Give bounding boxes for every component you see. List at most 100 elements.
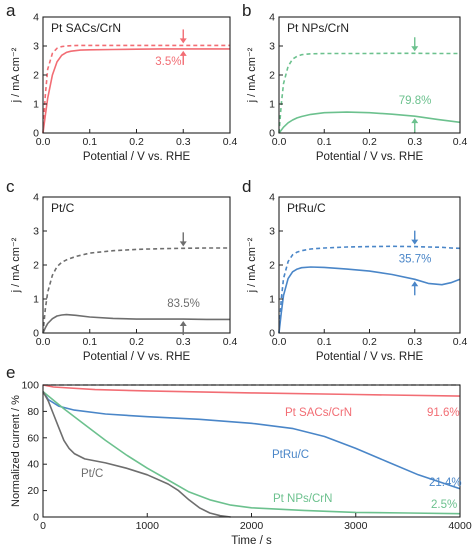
- x-axis-label: Potential / V vs. RHE: [316, 151, 424, 163]
- annotation-arrowhead: [411, 46, 419, 52]
- x-tick-label: 1000: [136, 520, 160, 532]
- y-tick-label: 1: [33, 99, 39, 111]
- annotation-arrowhead: [179, 50, 187, 56]
- panel-e: e 0 1000 2000 3000 4000 0 20 40 60 80 100 Time / s No…: [6, 363, 472, 547]
- series-line-2: [42, 390, 461, 515]
- annotation-label: 83.5%: [167, 298, 200, 310]
- y-axis-label: Normalized current / %: [10, 395, 22, 507]
- panel-title: Pt/C: [51, 201, 75, 215]
- y-tick-label: 2: [269, 260, 275, 272]
- y-axis-label: j / mA cm⁻²: [10, 47, 22, 103]
- series-line-solid: [278, 266, 461, 334]
- y-tick-label: 0: [269, 128, 275, 140]
- annotation-arrowhead: [179, 321, 187, 327]
- panel-letter: b: [242, 1, 251, 20]
- y-axis-label: j / mA cm⁻²: [10, 237, 22, 293]
- panel-title: PtRu/C: [287, 201, 326, 215]
- panel-title: Pt SACs/CrN: [51, 21, 121, 35]
- x-tick-label: 0.4: [453, 336, 468, 348]
- end-value-label: 91.6%: [427, 407, 460, 419]
- x-tick-label: 3000: [344, 520, 368, 532]
- x-tick-label: 4000: [448, 520, 472, 532]
- x-tick-label: 0.0: [36, 136, 51, 148]
- panel-letter: c: [6, 177, 15, 196]
- y-tick-label: 0: [33, 328, 39, 340]
- x-tick-label: 0.1: [82, 136, 97, 148]
- x-tick-label: 0.2: [129, 336, 144, 348]
- panel-d: d 0.0 0.1 0.2 0.3 0.4 0 1 2 3 4 Potential / V vs. R…: [242, 177, 467, 363]
- x-tick-label: 0.4: [223, 336, 238, 348]
- series-line-dashed: [42, 247, 230, 334]
- x-tick-label: 0.4: [453, 136, 468, 148]
- x-tick-label: 0.0: [36, 336, 51, 348]
- y-tick-label: 3: [33, 226, 39, 238]
- panel-letter: e: [6, 363, 15, 382]
- x-axis-label: Time / s: [231, 535, 272, 547]
- y-tick-label: 0: [269, 328, 275, 340]
- y-tick-label: 4: [33, 12, 39, 24]
- y-axis-label: j / mA cm⁻²: [246, 47, 258, 103]
- series-label: Pt SACs/CrN: [285, 407, 352, 419]
- series-line-3: [42, 391, 231, 518]
- series-label: PtRu/C: [272, 449, 309, 461]
- y-tick-label: 1: [269, 99, 275, 111]
- x-tick-label: 0.1: [317, 336, 332, 348]
- y-tick-label: 4: [269, 192, 275, 204]
- y-tick-label: 0: [33, 128, 39, 140]
- panel-title: Pt NPs/CrN: [287, 21, 349, 35]
- series-line-solid: [278, 111, 461, 134]
- x-tick-label: 0.0: [272, 336, 287, 348]
- y-tick-label: 60: [27, 432, 39, 444]
- y-tick-label: 3: [269, 41, 275, 53]
- end-value-label: 2.5%: [431, 499, 457, 511]
- series-label: Pt NPs/CrN: [273, 493, 332, 505]
- x-axis-label: Potential / V vs. RHE: [316, 351, 424, 363]
- series-line-dashed: [278, 52, 460, 134]
- annotation-arrowhead: [179, 38, 187, 44]
- y-tick-label: 1: [269, 294, 275, 306]
- x-tick-label: 0.4: [223, 136, 238, 148]
- end-value-label: 21.4%: [429, 477, 462, 489]
- annotation-label: 35.7%: [399, 254, 432, 266]
- annotation-arrowhead: [411, 281, 419, 287]
- annotation-label: 79.8%: [399, 95, 432, 107]
- y-tick-label: 2: [33, 70, 39, 82]
- y-tick-label: 3: [269, 226, 275, 238]
- x-axis-label: Potential / V vs. RHE: [83, 351, 191, 363]
- panel-letter: a: [6, 1, 16, 20]
- x-tick-label: 0.2: [362, 336, 377, 348]
- panel-c: c 0.0 0.1 0.2 0.3 0.4 0 1 2 3 4 Potential / V vs. R…: [6, 177, 237, 363]
- y-tick-label: 4: [33, 192, 39, 204]
- x-tick-label: 2000: [240, 520, 264, 532]
- x-tick-label: 0.1: [317, 136, 332, 148]
- x-tick-label: 0.0: [272, 136, 287, 148]
- x-tick-label: 0.2: [362, 136, 377, 148]
- panel-letter: d: [242, 177, 251, 196]
- y-tick-label: 100: [21, 380, 39, 392]
- y-tick-label: 1: [33, 294, 39, 306]
- y-tick-label: 40: [27, 459, 39, 471]
- series-line-dashed: [42, 44, 230, 134]
- x-tick-label: 0.1: [82, 336, 97, 348]
- y-axis-label: j / mA cm⁻²: [246, 237, 258, 293]
- annotation-label: 3.5%: [155, 56, 181, 68]
- series-line-solid: [42, 313, 230, 334]
- x-tick-label: 0.2: [129, 136, 144, 148]
- x-axis-label: Potential / V vs. RHE: [83, 151, 191, 163]
- annotation-arrowhead: [179, 241, 187, 247]
- series-line-solid: [42, 48, 230, 134]
- series-label: Pt/C: [81, 468, 103, 480]
- annotation-arrowhead: [411, 239, 419, 245]
- panel-a: a 0.0 0.1 0.2 0.3 0.4 0 1 2 3 4 Potential / V vs. R…: [6, 1, 237, 163]
- y-tick-label: 0: [33, 512, 39, 524]
- series-line-dashed: [278, 245, 461, 334]
- axes-frame: [278, 196, 461, 334]
- y-tick-label: 2: [269, 70, 275, 82]
- axes-frame: [42, 384, 461, 518]
- y-tick-label: 3: [33, 41, 39, 53]
- y-tick-label: 4: [269, 12, 275, 24]
- x-tick-label: 0.3: [407, 136, 422, 148]
- y-tick-label: 80: [27, 406, 39, 418]
- x-tick-label: 0.3: [407, 336, 422, 348]
